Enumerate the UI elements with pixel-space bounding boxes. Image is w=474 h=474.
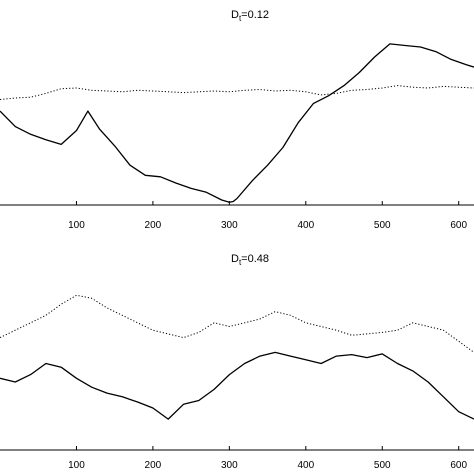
top-series-solid-line bbox=[0, 43, 474, 203]
bottom-x-tick-label: 600 bbox=[450, 460, 467, 471]
top-series-dotted-line bbox=[0, 85, 474, 100]
top-x-tick-label: 300 bbox=[221, 220, 238, 231]
bottom-x-ticks: 100 200 300 400 500 600 bbox=[68, 446, 467, 471]
top-plot-title: Dt=0.12 bbox=[231, 9, 269, 23]
top-x-tick-label: 600 bbox=[450, 220, 467, 231]
bottom-x-tick-label: 300 bbox=[221, 460, 238, 471]
bottom-series-dotted-line bbox=[0, 294, 474, 353]
top-plot-panel: Dt=0.12 100 200 300 400 500 600 bbox=[0, 9, 474, 231]
bottom-x-tick-label: 100 bbox=[68, 460, 85, 471]
bottom-plot-title: Dt=0.48 bbox=[231, 253, 269, 267]
top-x-tick-label: 200 bbox=[145, 220, 162, 231]
top-x-tick-label: 100 bbox=[68, 220, 85, 231]
bottom-plot-series bbox=[0, 294, 474, 420]
bottom-x-tick-label: 500 bbox=[374, 460, 391, 471]
top-x-tick-label: 500 bbox=[374, 220, 391, 231]
top-plot-series bbox=[0, 43, 474, 203]
top-x-tick-label: 400 bbox=[297, 220, 314, 231]
bottom-series-solid-line bbox=[0, 351, 474, 420]
bottom-plot-panel: Dt=0.48 100 200 300 400 500 600 bbox=[0, 253, 474, 471]
bottom-x-tick-label: 400 bbox=[297, 460, 314, 471]
bottom-x-tick-label: 200 bbox=[145, 460, 162, 471]
